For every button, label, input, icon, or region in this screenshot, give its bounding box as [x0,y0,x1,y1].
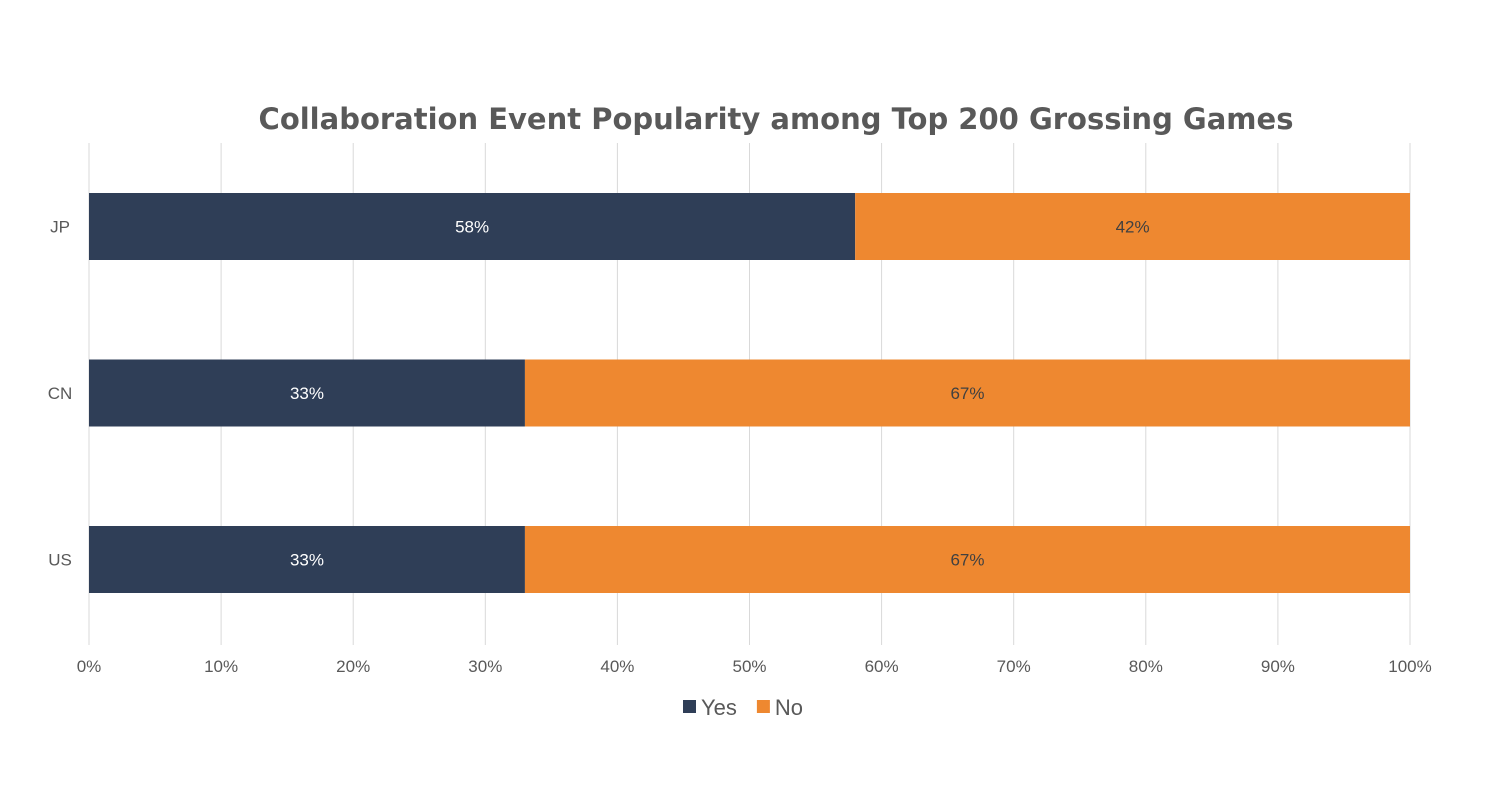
category-label: CN [48,384,73,403]
x-tick-label: 40% [600,657,634,676]
x-tick-label: 60% [865,657,899,676]
data-label: 67% [950,551,984,570]
bar-yes [89,359,525,427]
data-label: 42% [1116,218,1150,237]
x-tick-label: 0% [77,657,102,676]
bar-no [524,526,1410,593]
bar-yes [89,193,856,260]
x-tick-label: 100% [1388,657,1431,676]
legend-swatch [683,700,696,713]
x-tick-label: 10% [204,657,238,676]
legend-label: No [775,695,803,720]
bar-no [524,359,1410,427]
bar-no [855,193,1410,260]
category-label: US [48,551,72,570]
legend-swatch [756,700,770,713]
data-label: 58% [455,218,489,237]
x-tick-label: 50% [732,657,766,676]
x-tick-label: 90% [1261,657,1295,676]
legend-label: Yes [701,695,737,720]
chart-title: Collaboration Event Popularity among Top… [259,102,1294,136]
x-tick-label: 80% [1129,657,1163,676]
x-tick-label: 70% [997,657,1031,676]
x-tick-label: 30% [468,657,502,676]
data-label: 33% [290,384,324,403]
category-label: JP [50,218,70,237]
x-tick-label: 20% [336,657,370,676]
data-label: 67% [950,384,984,403]
data-label: 33% [290,551,324,570]
bar-yes [89,526,525,593]
